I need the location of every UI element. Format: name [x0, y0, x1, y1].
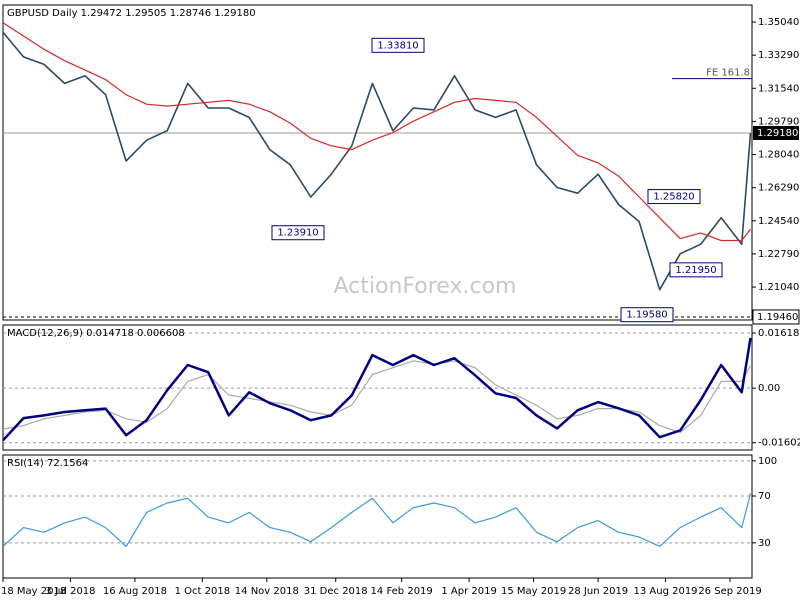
x-tick-label: 14 Feb 2019: [371, 586, 433, 597]
current-price-label: 1.29180: [757, 128, 798, 139]
fe-label: FE 161.8: [706, 68, 750, 79]
annotation-label: 1.19580: [626, 310, 667, 321]
x-tick-label: 18 May 2018: [1, 586, 66, 597]
y-tick-label: 1.33290: [758, 50, 799, 61]
y-tick-label: 0.016182: [758, 328, 800, 339]
support-label: 1.19460: [757, 312, 798, 323]
x-tick-label: 26 Sep 2019: [698, 586, 761, 597]
y-tick-label: 1.24540: [758, 216, 799, 227]
x-tick-label: 1 Oct 2018: [175, 586, 230, 597]
series-line: [2, 22, 751, 242]
series-line: [2, 337, 752, 442]
y-tick-label: 70: [758, 491, 771, 502]
panel-title: RSI(14) 72.1564: [7, 458, 88, 469]
y-tick-label: -0.016021: [758, 438, 800, 449]
x-tick-label: 28 Jun 2019: [568, 586, 628, 597]
series-line: [2, 493, 752, 547]
y-tick-label: 0.00: [758, 383, 780, 394]
y-tick-label: 1.31540: [758, 83, 799, 94]
x-tick-label: 15 May 2019: [501, 586, 566, 597]
annotation-label: 1.23910: [277, 228, 318, 239]
panel-frame: [2, 454, 753, 579]
y-tick-label: 1.21040: [758, 282, 799, 293]
x-tick-label: 31 Dec 2018: [304, 586, 368, 597]
x-tick-label: 3 Jul 2018: [45, 586, 95, 597]
panel-frame: [2, 4, 753, 321]
y-tick-label: 1.35040: [758, 17, 799, 28]
current-price-box: [753, 125, 799, 140]
series-line: [2, 31, 752, 291]
y-tick-label: 1.28040: [758, 150, 799, 161]
annotation-box: [271, 225, 325, 241]
y-tick-label: 1.26290: [758, 183, 799, 194]
support-box: [752, 309, 800, 325]
x-tick-label: 16 Aug 2018: [103, 586, 167, 597]
annotation-box: [371, 37, 425, 53]
x-tick-label: 1 Apr 2019: [441, 586, 496, 597]
annotation-label: 1.33810: [377, 40, 418, 51]
panel-title: MACD(12,26,9) 0.014718 0.006608: [7, 328, 185, 339]
annotation-label: 1.25820: [653, 192, 694, 203]
y-tick-label: 100: [758, 456, 777, 467]
annotation-box: [669, 262, 723, 278]
y-tick-label: 1.29790: [758, 116, 799, 127]
panel-frame: [2, 324, 753, 451]
x-tick-label: 14 Nov 2018: [235, 586, 299, 597]
y-tick-label: 30: [758, 538, 771, 549]
series-line: [2, 360, 752, 434]
x-tick-label: 13 Aug 2019: [633, 586, 697, 597]
watermark: ActionForex.com: [334, 274, 517, 299]
panel-title: GBPUSD Daily 1.29472 1.29505 1.28746 1.2…: [7, 8, 256, 19]
annotation-box: [620, 307, 674, 323]
y-tick-label: 1.22790: [758, 249, 799, 260]
annotation-label: 1.21950: [675, 265, 716, 276]
annotation-box: [647, 189, 701, 205]
